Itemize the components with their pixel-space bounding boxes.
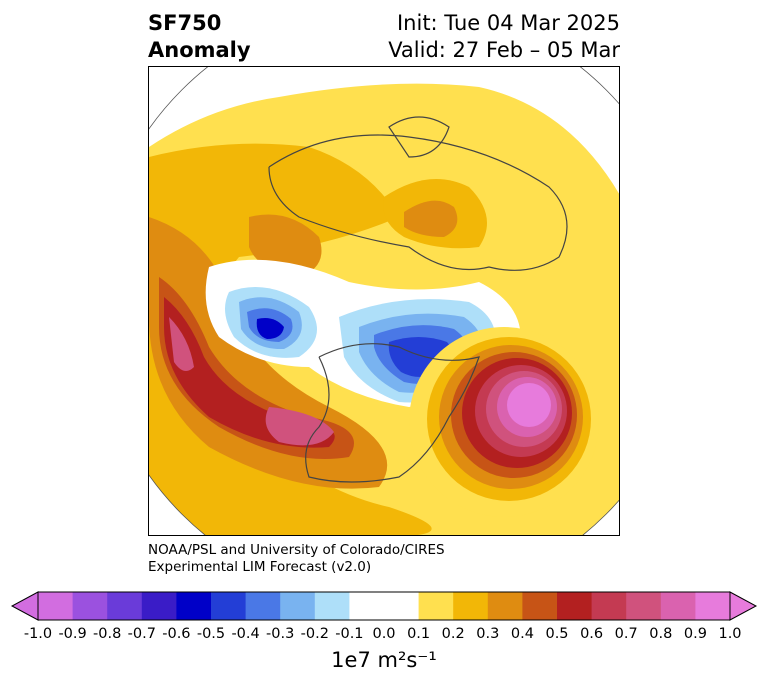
credit-line-2: Experimental LIM Forecast (v2.0) — [148, 559, 372, 575]
colorbar-tick-label: -0.2 — [300, 626, 329, 642]
colorbar-cell — [141, 592, 177, 620]
colorbar-tick-label: 0.5 — [545, 626, 569, 642]
field-pink-us — [265, 407, 334, 446]
colorbar-cell — [107, 592, 143, 620]
colorbar-tick-label: 0.6 — [580, 626, 604, 642]
colorbar-cell — [453, 592, 489, 620]
colorbar-tick-label: 0.4 — [510, 626, 534, 642]
colorbar-tick-label: -0.4 — [231, 626, 260, 642]
colorbar-ticks: -1.0 -0.9 -0.8 -0.7 -0.6 -0.5 -0.4 -0.3 -0.2 -0.1… — [0, 626, 768, 646]
colorbar-cell — [176, 592, 212, 620]
chart-title-right: Init: Tue 04 Mar 2025 Valid: 27 Feb – 05… — [388, 10, 620, 64]
colorbar-cell — [522, 592, 558, 620]
colorbar-cell — [418, 592, 454, 620]
colorbar-cell — [245, 592, 281, 620]
colorbar-tick-label: -0.7 — [127, 626, 156, 642]
credit-text: NOAA/PSL and University of Colorado/CIRE… — [148, 542, 445, 576]
colorbar-unit: 1e7 m²s⁻¹ — [331, 648, 437, 672]
coast-eurasia — [268, 134, 568, 271]
field-atl-violet — [507, 383, 551, 427]
colorbar-cell — [487, 592, 523, 620]
colorbar-cell — [384, 592, 420, 620]
colorbar-tick-label: -0.9 — [58, 626, 87, 642]
colorbar-cell — [349, 592, 385, 620]
colorbar-tick-label: -0.5 — [196, 626, 226, 642]
init-date: Init: Tue 04 Mar 2025 — [396, 11, 620, 35]
colorbar-tick-label: 0.0 — [372, 626, 396, 642]
map-panel — [148, 66, 620, 536]
anomaly-label: Anomaly — [148, 38, 251, 62]
colorbar-frame — [37, 591, 731, 621]
colorbar-tick-label: -1.0 — [23, 626, 53, 642]
colorbar-tick-label: 0.3 — [476, 626, 500, 642]
colorbar-tick-label: -0.8 — [93, 626, 122, 642]
variable-label: SF750 — [148, 11, 222, 35]
field-neg-deep-pacific — [256, 318, 284, 339]
colorbar-left-arrow — [10, 591, 39, 621]
coast-north-america — [305, 343, 480, 483]
field-pink-west — [169, 317, 194, 371]
colorbar-cell — [591, 592, 627, 620]
colorbar — [10, 591, 758, 621]
colorbar-cell — [280, 592, 316, 620]
colorbar-right-arrow — [729, 591, 758, 621]
anomaly-map — [149, 67, 619, 535]
colorbar-cell — [38, 592, 74, 620]
colorbar-tick-label: -0.1 — [335, 626, 364, 642]
colorbar-cell — [72, 592, 108, 620]
coast-greenland — [388, 116, 450, 158]
field-siberia-dark — [404, 200, 458, 237]
colorbar-tick-label: -0.3 — [266, 626, 295, 642]
colorbar-tick-label: 0.9 — [683, 626, 707, 642]
chart-title-left: SF750 Anomaly — [148, 10, 251, 64]
colorbar-tick-label: -0.6 — [162, 626, 191, 642]
colorbar-tick-label: 0.8 — [649, 626, 673, 642]
colorbar-cell — [626, 592, 662, 620]
colorbar-cell — [314, 592, 350, 620]
credit-line-1: NOAA/PSL and University of Colorado/CIRE… — [148, 542, 445, 558]
colorbar-tick-label: 0.2 — [441, 626, 465, 642]
field-crimson-west — [164, 297, 335, 448]
colorbar-tick-label: 1.0 — [718, 626, 742, 642]
colorbar-cell — [660, 592, 696, 620]
colorbar-tick-label: 0.1 — [407, 626, 431, 642]
colorbar-cell — [695, 592, 731, 620]
colorbar-cell — [211, 592, 247, 620]
colorbar-tick-label: 0.7 — [614, 626, 638, 642]
colorbar-cell — [557, 592, 593, 620]
valid-range: Valid: 27 Feb – 05 Mar — [388, 38, 620, 62]
